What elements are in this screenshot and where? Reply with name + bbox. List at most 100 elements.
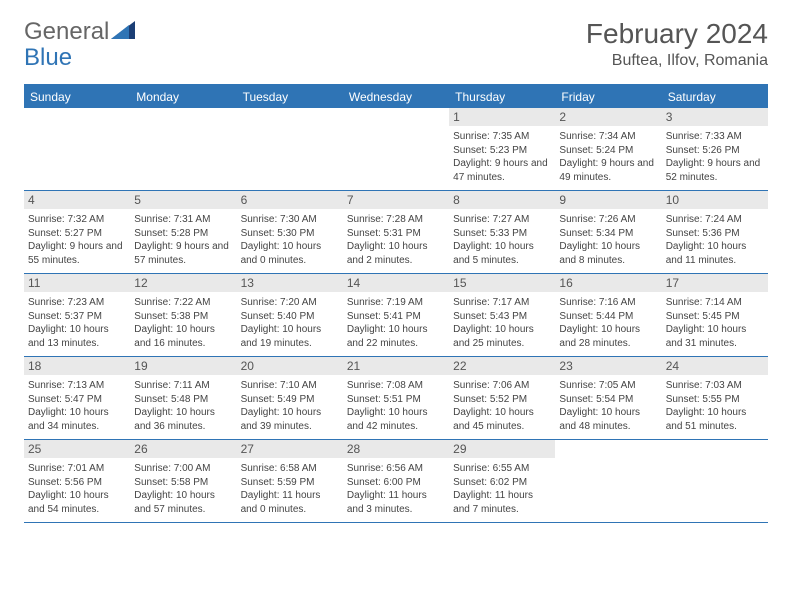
day-details: Sunrise: 7:31 AMSunset: 5:28 PMDaylight:… [134, 213, 232, 267]
day-cell: 20 Sunrise: 7:10 AMSunset: 5:49 PMDayligh… [237, 357, 343, 439]
day-details: Sunrise: 6:56 AMSunset: 6:00 PMDaylight:… [347, 462, 445, 516]
day-cell: 19Sunrise: 7:11 AMSunset: 5:48 PMDayligh… [130, 357, 236, 439]
day-cell: 7 Sunrise: 7:28 AMSunset: 5:31 PMDaylight… [343, 191, 449, 273]
day-cell: 24 Sunrise: 7:03 AMSunset: 5:55 PMDayligh… [662, 357, 768, 439]
day-details: Sunrise: 7:10 AMSunset: 5:49 PMDaylight:… [241, 379, 339, 433]
day-cell: 2 Sunrise: 7:34 AMSunset: 5:24 PMDaylight… [555, 108, 661, 190]
day-details: Sunrise: 7:20 AMSunset: 5:40 PMDaylight:… [241, 296, 339, 350]
day-cell: . [662, 440, 768, 522]
day-number: 14 [343, 274, 449, 292]
weeks-container: ....1Sunrise: 7:35 AMSunset: 5:23 PMDayl… [24, 108, 768, 523]
day-cell: 17 Sunrise: 7:14 AMSunset: 5:45 PMDayligh… [662, 274, 768, 356]
calendar: SundayMondayTuesdayWednesdayThursdayFrid… [24, 84, 768, 523]
day-number: 20 [237, 357, 343, 375]
day-details: Sunrise: 7:06 AMSunset: 5:52 PMDaylight:… [453, 379, 551, 433]
day-number: 18 [24, 357, 130, 375]
title-block: February 2024 Buftea, Ilfov, Romania [586, 18, 768, 70]
day-cell: . [555, 440, 661, 522]
day-details: Sunrise: 7:14 AMSunset: 5:45 PMDaylight:… [666, 296, 764, 350]
brand-logo: General [24, 18, 135, 46]
day-details: Sunrise: 7:16 AMSunset: 5:44 PMDaylight:… [559, 296, 657, 350]
day-number: 27 [237, 440, 343, 458]
day-cell: 11 Sunrise: 7:23 AMSunset: 5:37 PMDayligh… [24, 274, 130, 356]
day-details: Sunrise: 7:33 AMSunset: 5:26 PMDaylight:… [666, 130, 764, 184]
day-of-week: Tuesday [237, 86, 343, 108]
day-of-week: Sunday [24, 86, 130, 108]
day-details: Sunrise: 7:01 AMSunset: 5:56 PMDaylight:… [28, 462, 126, 516]
week-row: 4 Sunrise: 7:32 AMSunset: 5:27 PMDaylight… [24, 191, 768, 274]
day-details: Sunrise: 7:05 AMSunset: 5:54 PMDaylight:… [559, 379, 657, 433]
day-cell: . [343, 108, 449, 190]
day-cell: 27 Sunrise: 6:58 AMSunset: 5:59 PMDayligh… [237, 440, 343, 522]
day-cell: 22Sunrise: 7:06 AMSunset: 5:52 PMDayligh… [449, 357, 555, 439]
day-cell: 3Sunrise: 7:33 AMSunset: 5:26 PMDaylight… [662, 108, 768, 190]
day-cell: 14 Sunrise: 7:19 AMSunset: 5:41 PMDayligh… [343, 274, 449, 356]
day-details: Sunrise: 7:00 AMSunset: 5:58 PMDaylight:… [134, 462, 232, 516]
day-details: Sunrise: 6:58 AMSunset: 5:59 PMDaylight:… [241, 462, 339, 516]
day-cell: 6Sunrise: 7:30 AMSunset: 5:30 PMDaylight… [237, 191, 343, 273]
day-number: 5 [130, 191, 236, 209]
month-title: February 2024 [586, 18, 768, 50]
day-cell: . [130, 108, 236, 190]
day-details: Sunrise: 7:19 AMSunset: 5:41 PMDaylight:… [347, 296, 445, 350]
day-details: Sunrise: 7:35 AMSunset: 5:23 PMDaylight:… [453, 130, 551, 184]
week-row: 18Sunrise: 7:13 AMSunset: 5:47 PMDayligh… [24, 357, 768, 440]
day-number: 17 [662, 274, 768, 292]
day-details: Sunrise: 7:34 AMSunset: 5:24 PMDaylight:… [559, 130, 657, 184]
day-cell: 26Sunrise: 7:00 AMSunset: 5:58 PMDayligh… [130, 440, 236, 522]
day-details: Sunrise: 7:08 AMSunset: 5:51 PMDaylight:… [347, 379, 445, 433]
day-number: 9 [555, 191, 661, 209]
day-number: 21 [343, 357, 449, 375]
day-cell: 16 Sunrise: 7:16 AMSunset: 5:44 PMDayligh… [555, 274, 661, 356]
day-cell: 29Sunrise: 6:55 AMSunset: 6:02 PMDayligh… [449, 440, 555, 522]
day-cell: 5 Sunrise: 7:31 AMSunset: 5:28 PMDaylight… [130, 191, 236, 273]
day-cell: 12 Sunrise: 7:22 AMSunset: 5:38 PMDayligh… [130, 274, 236, 356]
day-number: 6 [237, 191, 343, 209]
week-row: ....1Sunrise: 7:35 AMSunset: 5:23 PMDayl… [24, 108, 768, 191]
day-number: 7 [343, 191, 449, 209]
day-cell: 8 Sunrise: 7:27 AMSunset: 5:33 PMDaylight… [449, 191, 555, 273]
day-of-week-row: SundayMondayTuesdayWednesdayThursdayFrid… [24, 86, 768, 108]
day-of-week: Monday [130, 86, 236, 108]
day-details: Sunrise: 7:23 AMSunset: 5:37 PMDaylight:… [28, 296, 126, 350]
day-number: 15 [449, 274, 555, 292]
day-number: 19 [130, 357, 236, 375]
day-details: Sunrise: 7:22 AMSunset: 5:38 PMDaylight:… [134, 296, 232, 350]
day-details: Sunrise: 7:24 AMSunset: 5:36 PMDaylight:… [666, 213, 764, 267]
day-number: 12 [130, 274, 236, 292]
day-of-week: Thursday [449, 86, 555, 108]
day-number: 11 [24, 274, 130, 292]
day-cell: 1 Sunrise: 7:35 AMSunset: 5:23 PMDaylight… [449, 108, 555, 190]
day-of-week: Friday [555, 86, 661, 108]
week-row: 25 Sunrise: 7:01 AMSunset: 5:56 PMDayligh… [24, 440, 768, 523]
page-header: General February 2024 Buftea, Ilfov, Rom… [24, 18, 768, 70]
day-number: 23 [555, 357, 661, 375]
day-details: Sunrise: 7:27 AMSunset: 5:33 PMDaylight:… [453, 213, 551, 267]
brand-blue: Blue [24, 44, 72, 72]
day-number: 16 [555, 274, 661, 292]
day-cell: 15 Sunrise: 7:17 AMSunset: 5:43 PMDayligh… [449, 274, 555, 356]
day-number: 8 [449, 191, 555, 209]
day-number: 25 [24, 440, 130, 458]
location: Buftea, Ilfov, Romania [586, 52, 768, 70]
week-row: 11 Sunrise: 7:23 AMSunset: 5:37 PMDayligh… [24, 274, 768, 357]
day-details: Sunrise: 7:32 AMSunset: 5:27 PMDaylight:… [28, 213, 126, 267]
day-number: 10 [662, 191, 768, 209]
day-cell: 25 Sunrise: 7:01 AMSunset: 5:56 PMDayligh… [24, 440, 130, 522]
day-cell: 21 Sunrise: 7:08 AMSunset: 5:51 PMDayligh… [343, 357, 449, 439]
day-details: Sunrise: 7:03 AMSunset: 5:55 PMDaylight:… [666, 379, 764, 433]
day-number: 4 [24, 191, 130, 209]
day-cell: . [24, 108, 130, 190]
day-cell: 28Sunrise: 6:56 AMSunset: 6:00 PMDayligh… [343, 440, 449, 522]
day-number: 24 [662, 357, 768, 375]
day-number: 1 [449, 108, 555, 126]
day-cell: 9 Sunrise: 7:26 AMSunset: 5:34 PMDaylight… [555, 191, 661, 273]
day-details: Sunrise: 7:26 AMSunset: 5:34 PMDaylight:… [559, 213, 657, 267]
brand-triangle-icon [111, 18, 135, 46]
day-cell: 4 Sunrise: 7:32 AMSunset: 5:27 PMDaylight… [24, 191, 130, 273]
day-number: 29 [449, 440, 555, 458]
day-cell: 18Sunrise: 7:13 AMSunset: 5:47 PMDayligh… [24, 357, 130, 439]
day-number: 2 [555, 108, 661, 126]
day-details: Sunrise: 7:17 AMSunset: 5:43 PMDaylight:… [453, 296, 551, 350]
day-details: Sunrise: 7:28 AMSunset: 5:31 PMDaylight:… [347, 213, 445, 267]
